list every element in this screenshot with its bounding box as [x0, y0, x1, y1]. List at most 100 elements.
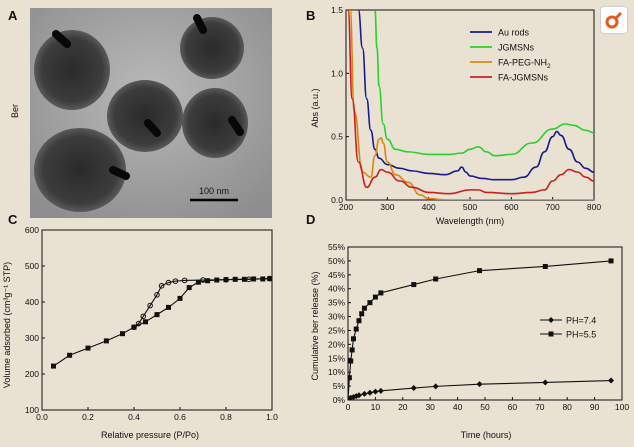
legend-label-2: JGMSNs	[498, 43, 535, 53]
data-point-1	[377, 387, 384, 394]
plot-area	[348, 258, 615, 400]
y-tick-label: 25%	[328, 325, 345, 335]
data-point-2	[131, 324, 137, 331]
x-tick-label: 300	[380, 202, 394, 212]
y-tick-label: 40%	[328, 284, 345, 294]
x-tick-label: 80	[562, 402, 572, 412]
plot-area	[347, 10, 594, 200]
data-point-1	[476, 381, 483, 388]
x-tick-label: 40	[453, 402, 463, 412]
data-point-1	[120, 331, 125, 337]
data-point-2	[165, 279, 172, 286]
legend-label-2: PH=5.5	[566, 330, 596, 340]
data-point-2	[372, 294, 378, 300]
plot-frame	[41, 229, 273, 411]
panel-letter-d: D	[306, 212, 316, 227]
x-tick-label: 0.8	[220, 412, 232, 422]
data-point-2	[172, 278, 179, 284]
y-tick-label: 0.5	[331, 132, 343, 142]
x-tick-label: 20	[398, 402, 408, 412]
x-tick-label: 600	[504, 202, 518, 212]
data-point-1	[348, 397, 351, 400]
nanoparticle	[180, 17, 244, 79]
chart-d-xlabel: Time (hours)	[461, 430, 512, 440]
data-point-2	[367, 300, 373, 306]
data-point-2	[361, 305, 367, 311]
data-point-1	[608, 377, 615, 384]
data-point-1	[353, 393, 360, 400]
data-point-1	[432, 383, 439, 390]
nanoparticle	[107, 80, 183, 152]
data-point-1	[348, 395, 353, 400]
legend-marker-2	[548, 331, 554, 337]
y-tick-label: 600	[25, 225, 39, 235]
chart-b-ylabel: Abs (a.u.)	[310, 88, 320, 127]
y-tick-label: 0%	[333, 395, 346, 405]
data-point-1	[260, 276, 266, 282]
data-point-2	[348, 358, 354, 364]
gold-nanorod	[144, 119, 161, 137]
data-point-2	[348, 397, 351, 400]
chart-c-xlabel: Relative pressure (P/Po)	[101, 430, 199, 440]
data-point-1	[355, 392, 362, 399]
x-tick-label: 10	[371, 402, 381, 412]
legend-label-1: Au rods	[498, 28, 530, 38]
data-point-1	[348, 394, 354, 400]
data-point-1	[177, 295, 183, 301]
gold-nanorod	[228, 116, 244, 136]
data-point-2	[135, 320, 142, 327]
data-point-2	[356, 318, 362, 324]
data-point-1	[241, 276, 247, 282]
journal-logo-icon[interactable]	[600, 6, 628, 34]
data-point-2	[140, 313, 146, 320]
data-point-1	[103, 338, 109, 344]
data-point-2	[154, 292, 160, 298]
y-tick-label: 45%	[328, 270, 345, 280]
data-point-2	[608, 258, 614, 264]
gold-nanorod	[109, 166, 130, 180]
data-point-1	[154, 312, 160, 318]
data-point-1	[350, 393, 357, 400]
x-tick-label: 60	[508, 402, 518, 412]
data-point-2	[349, 347, 355, 353]
data-point-1	[214, 277, 220, 283]
chart-b-xlabel: Wavelength (nm)	[436, 216, 504, 226]
data-point-1	[372, 388, 379, 395]
data-point-1	[186, 285, 192, 291]
data-point-1	[251, 276, 257, 282]
x-tick-label: 0.6	[174, 412, 186, 422]
y-tick-label: 100	[25, 405, 39, 415]
nanoparticle	[34, 128, 126, 212]
y-tick-label: 0.0	[331, 195, 343, 205]
panel-letter-c: C	[8, 212, 18, 227]
data-point-1	[542, 379, 549, 386]
x-tick-label: 50	[480, 402, 490, 412]
x-tick-label: 0	[346, 402, 351, 412]
x-tick-label: 700	[546, 202, 560, 212]
x-tick-label: 70	[535, 402, 545, 412]
legend-marker-1	[548, 317, 554, 323]
data-point-1	[205, 278, 211, 284]
y-tick-label: 1.0	[331, 68, 343, 78]
y-tick-label: 5%	[333, 381, 346, 391]
y-tick-label: 55%	[328, 242, 345, 252]
x-tick-label: 400	[422, 202, 436, 212]
series-line-2	[348, 260, 612, 400]
x-tick-label: 100	[615, 402, 629, 412]
data-point-2	[542, 263, 548, 269]
series-line-1	[348, 379, 612, 400]
nanoparticle	[182, 88, 248, 158]
y-tick-label: 300	[25, 333, 39, 343]
chart-d-ylabel: Cumulative ber release (%)	[310, 271, 320, 380]
legend-label-4: FA-JGMSNs	[498, 73, 549, 83]
data-point-1	[232, 276, 238, 282]
data-point-1	[143, 319, 148, 325]
chart-c-ylabel: Volume adsorbed (cm³g⁻¹ STP)	[2, 262, 12, 388]
x-tick-label: 90	[590, 402, 600, 412]
data-point-2	[266, 275, 272, 282]
data-point-2	[158, 283, 165, 289]
data-point-1	[51, 363, 56, 369]
x-tick-label: 0.4	[128, 412, 140, 422]
data-point-2	[348, 375, 352, 381]
x-tick-label: 1.0	[266, 412, 278, 422]
